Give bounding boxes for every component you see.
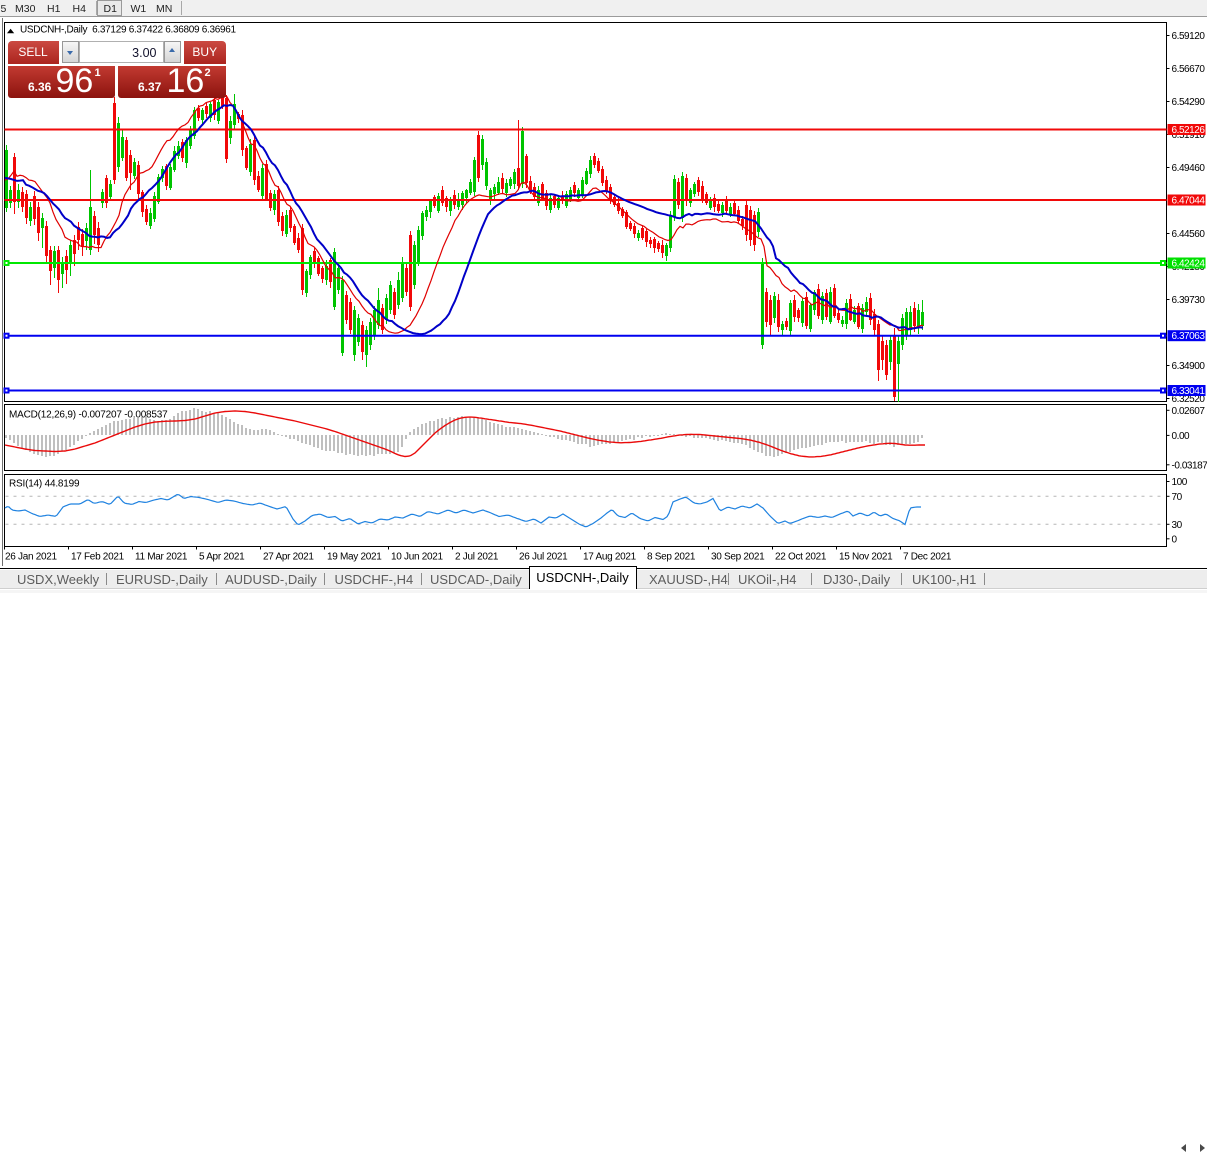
svg-text:0: 0 bbox=[1172, 534, 1178, 545]
svg-text:0.00: 0.00 bbox=[1172, 431, 1191, 442]
svg-text:6.47044: 6.47044 bbox=[1172, 196, 1206, 207]
svg-text:-0.03187: -0.03187 bbox=[1172, 460, 1207, 471]
svg-text:30: 30 bbox=[1172, 520, 1183, 531]
svg-text:0.02607: 0.02607 bbox=[1172, 406, 1206, 417]
svg-text:30 Sep 2021: 30 Sep 2021 bbox=[711, 552, 765, 563]
svg-text:19 May 2021: 19 May 2021 bbox=[327, 552, 382, 563]
svg-text:5 Apr 2021: 5 Apr 2021 bbox=[199, 552, 245, 563]
svg-text:6.42424: 6.42424 bbox=[1172, 259, 1206, 270]
svg-text:6.52126: 6.52126 bbox=[1172, 125, 1206, 136]
svg-text:MACD(12,26,9) -0.007207 -0.008: MACD(12,26,9) -0.007207 -0.008537 bbox=[9, 410, 168, 421]
svg-text:6.34900: 6.34900 bbox=[1172, 361, 1206, 372]
svg-text:6.37063: 6.37063 bbox=[1172, 331, 1206, 342]
svg-text:2 Jul 2021: 2 Jul 2021 bbox=[455, 552, 499, 563]
svg-text:USDCNH-,Daily 6.37129 6.37422: USDCNH-,Daily 6.37129 6.37422 6.36809 6.… bbox=[20, 25, 237, 36]
svg-text:6.44560: 6.44560 bbox=[1172, 229, 1206, 240]
svg-text:17 Aug 2021: 17 Aug 2021 bbox=[583, 552, 637, 563]
svg-text:RSI(14) 44.8199: RSI(14) 44.8199 bbox=[9, 479, 80, 490]
svg-text:11 Mar 2021: 11 Mar 2021 bbox=[135, 552, 188, 563]
svg-text:6.33041: 6.33041 bbox=[1172, 386, 1206, 397]
svg-text:6.59120: 6.59120 bbox=[1172, 31, 1206, 42]
svg-text:100: 100 bbox=[1172, 477, 1188, 488]
svg-text:8 Sep 2021: 8 Sep 2021 bbox=[647, 552, 696, 563]
svg-text:6.49460: 6.49460 bbox=[1172, 163, 1206, 174]
svg-text:6.56670: 6.56670 bbox=[1172, 64, 1206, 75]
svg-text:6.39730: 6.39730 bbox=[1172, 295, 1206, 306]
svg-text:70: 70 bbox=[1172, 492, 1183, 503]
svg-text:22 Oct 2021: 22 Oct 2021 bbox=[775, 552, 827, 563]
svg-text:10 Jun 2021: 10 Jun 2021 bbox=[391, 552, 443, 563]
svg-text:17 Feb 2021: 17 Feb 2021 bbox=[71, 552, 125, 563]
svg-text:26 Jul 2021: 26 Jul 2021 bbox=[519, 552, 568, 563]
svg-text:26 Jan 2021: 26 Jan 2021 bbox=[5, 552, 57, 563]
svg-text:15 Nov 2021: 15 Nov 2021 bbox=[839, 552, 893, 563]
svg-text:7 Dec 2021: 7 Dec 2021 bbox=[903, 552, 952, 563]
svg-text:6.54290: 6.54290 bbox=[1172, 97, 1206, 108]
svg-text:27 Apr 2021: 27 Apr 2021 bbox=[263, 552, 314, 563]
